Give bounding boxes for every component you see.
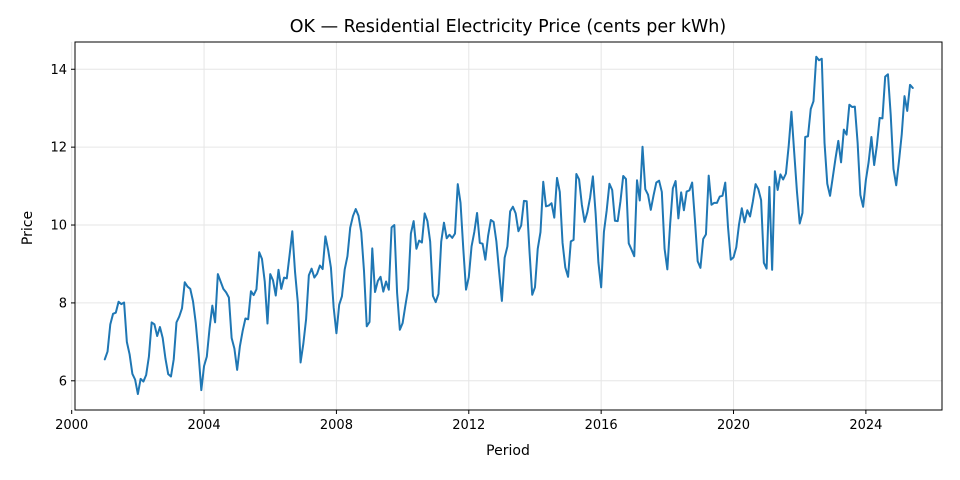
x-axis-title: Period — [486, 443, 530, 459]
y-tick-label: 10 — [50, 219, 67, 234]
series-layer — [103, 55, 914, 396]
series-line — [103, 55, 914, 396]
plot-frame — [74, 41, 943, 411]
x-tick-label: 2000 — [55, 418, 88, 433]
y-tick-label: 12 — [50, 141, 67, 156]
x-tick-label: 2024 — [849, 418, 882, 433]
x-tick-label: 2004 — [188, 418, 221, 433]
y-tick-label: 14 — [50, 63, 67, 78]
axis-ticks: 2000 2004 2008 2012 2016 2020 2024 6 8 10 12 14 — [50, 63, 882, 433]
chart-title: OK — Residential Electricity Price (cent… — [290, 17, 726, 37]
x-tick-label: 2012 — [452, 418, 485, 433]
y-tick-label: 8 — [59, 296, 67, 311]
x-tick-label: 2008 — [320, 418, 353, 433]
y-tick-label: 6 — [59, 374, 67, 389]
x-tick-label: 2020 — [717, 418, 750, 433]
x-tick-label: 2016 — [585, 418, 618, 433]
y-axis-title: Price — [20, 211, 36, 245]
